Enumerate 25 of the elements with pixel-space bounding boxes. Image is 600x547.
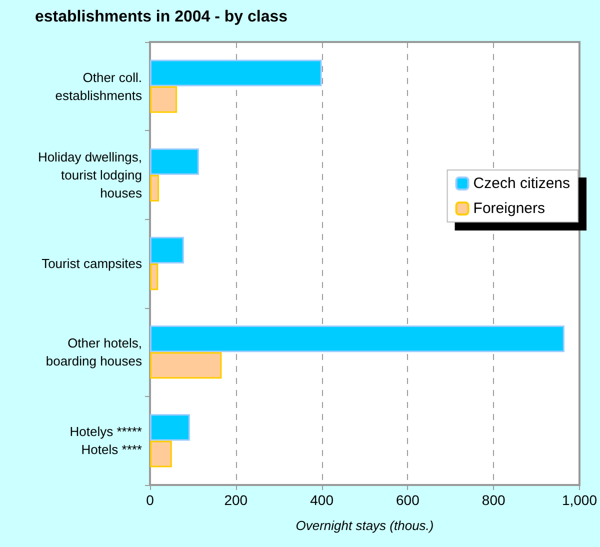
- y-tick-label: Tourist campsites: [42, 256, 142, 271]
- bar: [150, 174, 160, 202]
- x-tick-label: 800: [482, 492, 506, 508]
- bar: [150, 440, 172, 468]
- x-tick-label: 600: [396, 492, 420, 508]
- y-tick-label: Other coll. establishments: [55, 70, 142, 103]
- legend-label: Czech citizens: [473, 175, 570, 192]
- chart-title: establishments in 2004 - by class: [35, 8, 288, 26]
- bar: [150, 86, 178, 113]
- x-tick-label: 400: [310, 492, 334, 508]
- bar: [150, 414, 190, 441]
- bar: [150, 60, 322, 86]
- bar: [150, 326, 564, 352]
- x-tick-label: 200: [224, 492, 248, 508]
- bar: [150, 264, 158, 290]
- legend-label: Foreigners: [473, 200, 545, 217]
- bar: [150, 352, 222, 379]
- x-tick-label: 1,000: [562, 492, 598, 508]
- y-tick-label: Hotelys ***** Hotels ****: [70, 424, 142, 458]
- x-tick-label: 0: [146, 492, 154, 508]
- y-tick-label: Other hotels, boarding houses: [46, 336, 142, 369]
- bar: [150, 236, 184, 264]
- bar: [150, 148, 199, 175]
- x-axis-title: Overnight stays (thous.): [296, 518, 434, 533]
- y-tick-label: Holiday dwellings, tourist lodging houses: [38, 149, 142, 200]
